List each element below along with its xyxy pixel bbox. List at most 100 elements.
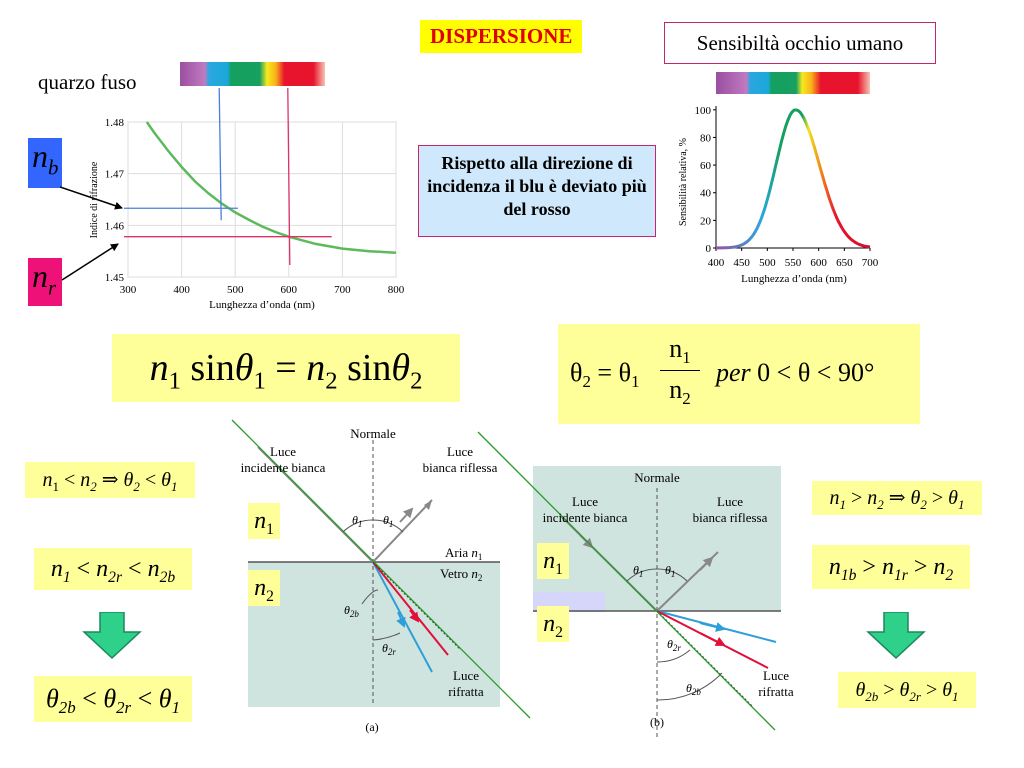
x-tick-label: 800: [388, 284, 405, 296]
incident-label-a-2: incidente bianca: [241, 460, 326, 475]
eye-y-tick-label: 20: [700, 215, 712, 227]
nr-pointer-arrow: [61, 243, 119, 281]
nb-pointer-arrow: [60, 186, 123, 210]
x-tick-label: 600: [281, 284, 298, 296]
green-guide-line-a: [231, 419, 531, 719]
n1-label-b: n1: [537, 543, 569, 579]
blue-vertical-marker: [218, 87, 222, 221]
right-inequality-2: n1b > n1r > n2: [812, 545, 970, 589]
caption-b: (b): [650, 715, 664, 729]
refracted-label-a-1: Luce: [453, 668, 479, 683]
green-guide-line-b: [477, 431, 776, 731]
x-tick-label: 300: [120, 284, 137, 296]
eye-sensitivity-curve: [715, 108, 871, 250]
theta2b-label-b: θ2b: [686, 681, 701, 697]
theta1-label-left-a: θ1: [352, 513, 362, 529]
eye-x-tick-label: 700: [862, 257, 879, 269]
theta1-arc-left-b: [626, 568, 658, 582]
theta1-label-right-a: θ1: [383, 513, 393, 529]
eye-y-tick-label: 0: [706, 243, 712, 255]
refracted-label-b-1: Luce: [763, 668, 789, 683]
refraction-index-chart: 300 400 500 600 700 800 1.48 1.47 1.46 1.45 Indic…: [60, 62, 405, 311]
right-inequality-1: n1 > n2 ⇒ θ2 > θ1: [812, 481, 982, 515]
spectrum-bar-eye: [716, 72, 870, 94]
reflected-label-a-2: bianca riflessa: [423, 460, 498, 475]
material-label: quarzo fuso: [38, 70, 137, 94]
y-tick-label: 1.47: [105, 169, 125, 181]
theta1-arc-right-a: [372, 519, 404, 533]
eye-x-tick-label: 400: [708, 257, 725, 269]
refraction-diagram-b: Normale Luce incidente bianca Luce bianc…: [477, 431, 794, 740]
refraction-ticks: 300 400 500 600 700 800 1.48 1.47 1.46 1.45: [105, 117, 405, 296]
left-inequality-1: n1 < n2 ⇒ θ2 < θ1: [25, 462, 195, 498]
theta2b-pointer-a: [361, 589, 379, 605]
n2-label-a: n2: [248, 570, 280, 606]
eye-ylabel: Sensibilità relativa, %: [678, 138, 689, 226]
reflected-label-b-1: Luce: [717, 494, 743, 509]
theta2-arc-a: [372, 632, 401, 641]
eye-x-tick-label: 500: [759, 257, 776, 269]
eye-sensitivity-label: Sensibiltà occhio umano: [664, 22, 936, 64]
small-angle-formula: θ2 = θ1 n1 n2 per 0 < θ < 90°: [558, 324, 920, 424]
eye-sensitivity-chart: 400 450 500 550 600 650 700 0 20 40 60 80 100 Sensib…: [678, 72, 879, 285]
spectrum-bar-quartz: [180, 62, 325, 86]
eye-ticks: 400 450 500 550 600 650 700 0 20 40 60 80 100: [695, 105, 879, 269]
theta1-label-right-b: θ1: [665, 563, 675, 579]
theta2r-label-b: θ2r: [667, 637, 681, 653]
y-tick-label: 1.46: [105, 220, 125, 232]
reflected-label-a-1: Luce: [447, 444, 473, 459]
glass-medium-a: [248, 562, 500, 707]
theta2b-label-a: θ2b: [344, 603, 359, 619]
dispersion-note: Rispetto alla direzione di incidenza il …: [418, 145, 656, 237]
snell-law-formula: n1 sinθ1 = n2 sinθ2: [112, 334, 460, 402]
red-vertical-marker: [287, 87, 291, 266]
aria-label-a: Aria n1: [445, 545, 482, 562]
red-refracted-ray-a: [372, 561, 449, 656]
eye-y-tick-label: 100: [695, 105, 712, 117]
refraction-curve: [145, 121, 397, 254]
left-inequality-3: θ2b < θ2r < θ1: [34, 676, 192, 722]
undeviated-dotted-a: [372, 561, 461, 650]
y-tick-label: 1.48: [105, 117, 125, 129]
refracted-label-b-2: rifratta: [758, 684, 794, 699]
nr-label: nr: [28, 258, 62, 306]
vetro-label-a: Vetro n2: [440, 566, 482, 583]
x-tick-label: 400: [173, 284, 190, 296]
plot-area: [127, 121, 397, 278]
theta1-arc-left-a: [342, 519, 374, 533]
page-title: DISPERSIONE: [420, 20, 583, 53]
theta1-label-left-b: θ1: [633, 563, 643, 579]
caption-a: (a): [365, 720, 378, 734]
eye-x-tick-label: 600: [810, 257, 827, 269]
left-down-arrow-icon: [82, 612, 142, 660]
refraction-ylabel: Indice di rifrazione: [89, 161, 100, 238]
theta2b-arc-b: [656, 672, 723, 701]
theta1-arc-right-b: [656, 568, 688, 582]
theta2r-label-a: θ2r: [382, 641, 396, 657]
theta2r-arc-b: [656, 649, 691, 663]
eye-x-tick-label: 550: [785, 257, 802, 269]
incident-ray-a: [257, 446, 374, 563]
y-tick-label: 1.45: [105, 272, 125, 284]
eye-y-tick-label: 60: [700, 160, 712, 172]
n1-label-a: n1: [248, 503, 280, 539]
eye-xlabel: Lunghezza d’onda (nm): [741, 273, 847, 285]
eye-x-tick-label: 650: [836, 257, 853, 269]
right-down-arrow-icon: [866, 612, 926, 660]
refracted-label-a-2: rifratta: [448, 684, 484, 699]
normal-label-a: Normale: [350, 426, 396, 441]
nb-label: nb: [28, 138, 62, 188]
refraction-grid: [127, 121, 397, 278]
incident-label-b-1: Luce: [572, 494, 598, 509]
incident-label-a-1: Luce: [270, 444, 296, 459]
x-tick-label: 700: [334, 284, 351, 296]
x-tick-label: 500: [227, 284, 244, 296]
eye-y-tick-label: 40: [700, 188, 712, 200]
normal-label-b: Normale: [634, 470, 680, 485]
left-inequality-2: n1 < n2r < n2b: [34, 548, 192, 590]
right-inequality-3: θ2b > θ2r > θ1: [838, 672, 976, 708]
refraction-diagram-a: Normale Luce incidente bianca Luce bianc…: [231, 419, 531, 734]
n2-label-b: n2: [537, 606, 569, 642]
eye-x-tick-label: 450: [733, 257, 750, 269]
refraction-xlabel: Lunghezza d’onda (nm): [209, 299, 315, 311]
